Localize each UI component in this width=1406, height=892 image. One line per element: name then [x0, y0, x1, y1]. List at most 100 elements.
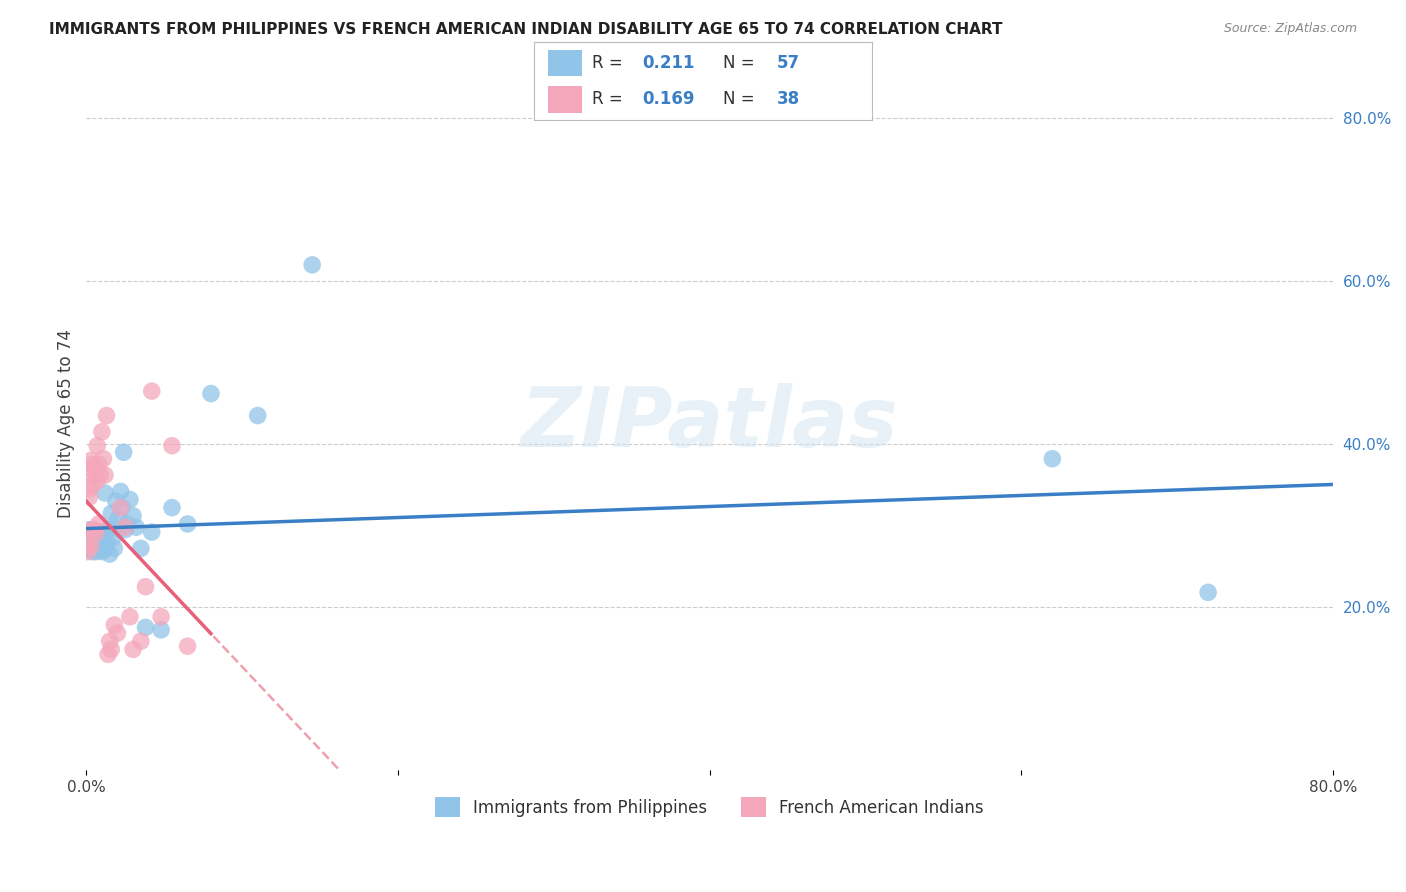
Text: R =: R = [592, 90, 627, 108]
Point [87, 458, 110, 472]
Point [301, 258, 323, 272]
Point [96, 534, 118, 549]
Point [80, 461, 103, 475]
Point [160, 439, 183, 453]
FancyBboxPatch shape [548, 86, 582, 112]
Point [82, 478, 104, 492]
Point [82, 544, 104, 558]
Point [83, 469, 105, 483]
Point [86, 439, 108, 453]
Point [150, 623, 173, 637]
Text: 57: 57 [778, 54, 800, 72]
Point [118, 492, 141, 507]
Text: N =: N = [723, 90, 761, 108]
Point [89, 539, 111, 553]
Point [125, 520, 148, 534]
Point [96, 409, 118, 423]
Point [118, 610, 141, 624]
Point [94, 486, 117, 500]
Point [76, 544, 98, 558]
Point [246, 409, 269, 423]
Point [83, 523, 105, 537]
Point [86, 531, 108, 545]
Point [84, 536, 107, 550]
Text: R =: R = [592, 54, 627, 72]
Point [83, 533, 105, 548]
Point [103, 541, 125, 556]
Point [150, 610, 173, 624]
Point [89, 468, 111, 483]
Point [98, 547, 121, 561]
Point [104, 494, 127, 508]
Point [82, 458, 104, 472]
Point [97, 648, 120, 662]
Text: ZIPatlas: ZIPatlas [520, 384, 898, 464]
Text: IMMIGRANTS FROM PHILIPPINES VS FRENCH AMERICAN INDIAN DISABILITY AGE 65 TO 74 CO: IMMIGRANTS FROM PHILIPPINES VS FRENCH AM… [49, 22, 1002, 37]
Point [80, 543, 103, 558]
Point [87, 516, 110, 531]
Point [76, 536, 98, 550]
Point [176, 516, 198, 531]
Point [98, 634, 121, 648]
Point [134, 580, 156, 594]
Point [93, 539, 115, 553]
Text: N =: N = [723, 54, 761, 72]
Text: 0.211: 0.211 [643, 54, 695, 72]
Point [79, 539, 101, 553]
Point [110, 484, 132, 499]
Point [79, 490, 101, 504]
Text: 0.169: 0.169 [643, 90, 695, 108]
Point [100, 642, 122, 657]
Point [76, 543, 98, 558]
Point [114, 523, 136, 537]
Text: 38: 38 [778, 90, 800, 108]
Point [87, 534, 110, 549]
Point [84, 526, 107, 541]
Point [90, 425, 112, 439]
Point [1197, 585, 1219, 599]
Point [93, 528, 115, 542]
Point [160, 500, 183, 515]
Point [94, 541, 117, 556]
Point [90, 544, 112, 558]
Point [107, 512, 129, 526]
Point [79, 523, 101, 537]
Point [103, 618, 125, 632]
Point [107, 626, 129, 640]
Point [122, 508, 145, 523]
FancyBboxPatch shape [548, 50, 582, 77]
Point [82, 525, 104, 540]
Point [82, 523, 104, 537]
Legend: Immigrants from Philippines, French American Indians: Immigrants from Philippines, French Amer… [429, 790, 991, 824]
Point [114, 520, 136, 534]
Point [90, 533, 112, 548]
Point [110, 500, 132, 515]
Point [83, 541, 105, 556]
Point [80, 526, 103, 541]
Point [86, 539, 108, 553]
Point [129, 541, 152, 556]
Point [122, 642, 145, 657]
Point [84, 544, 107, 558]
Point [83, 523, 105, 537]
Point [108, 522, 131, 536]
Text: Source: ZipAtlas.com: Source: ZipAtlas.com [1223, 22, 1357, 36]
Point [86, 474, 108, 488]
Point [94, 468, 117, 483]
Point [82, 534, 104, 549]
Point [112, 445, 135, 459]
Point [80, 453, 103, 467]
Point [115, 516, 138, 531]
Point [200, 386, 222, 401]
Point [176, 639, 198, 653]
Point [84, 463, 107, 477]
Y-axis label: Disability Age 65 to 74: Disability Age 65 to 74 [58, 329, 75, 518]
Point [93, 451, 115, 466]
Point [97, 523, 120, 537]
Point [80, 536, 103, 550]
Point [76, 534, 98, 549]
Point [141, 384, 163, 398]
Point [89, 525, 111, 540]
Point [87, 543, 110, 558]
Point [100, 506, 122, 520]
